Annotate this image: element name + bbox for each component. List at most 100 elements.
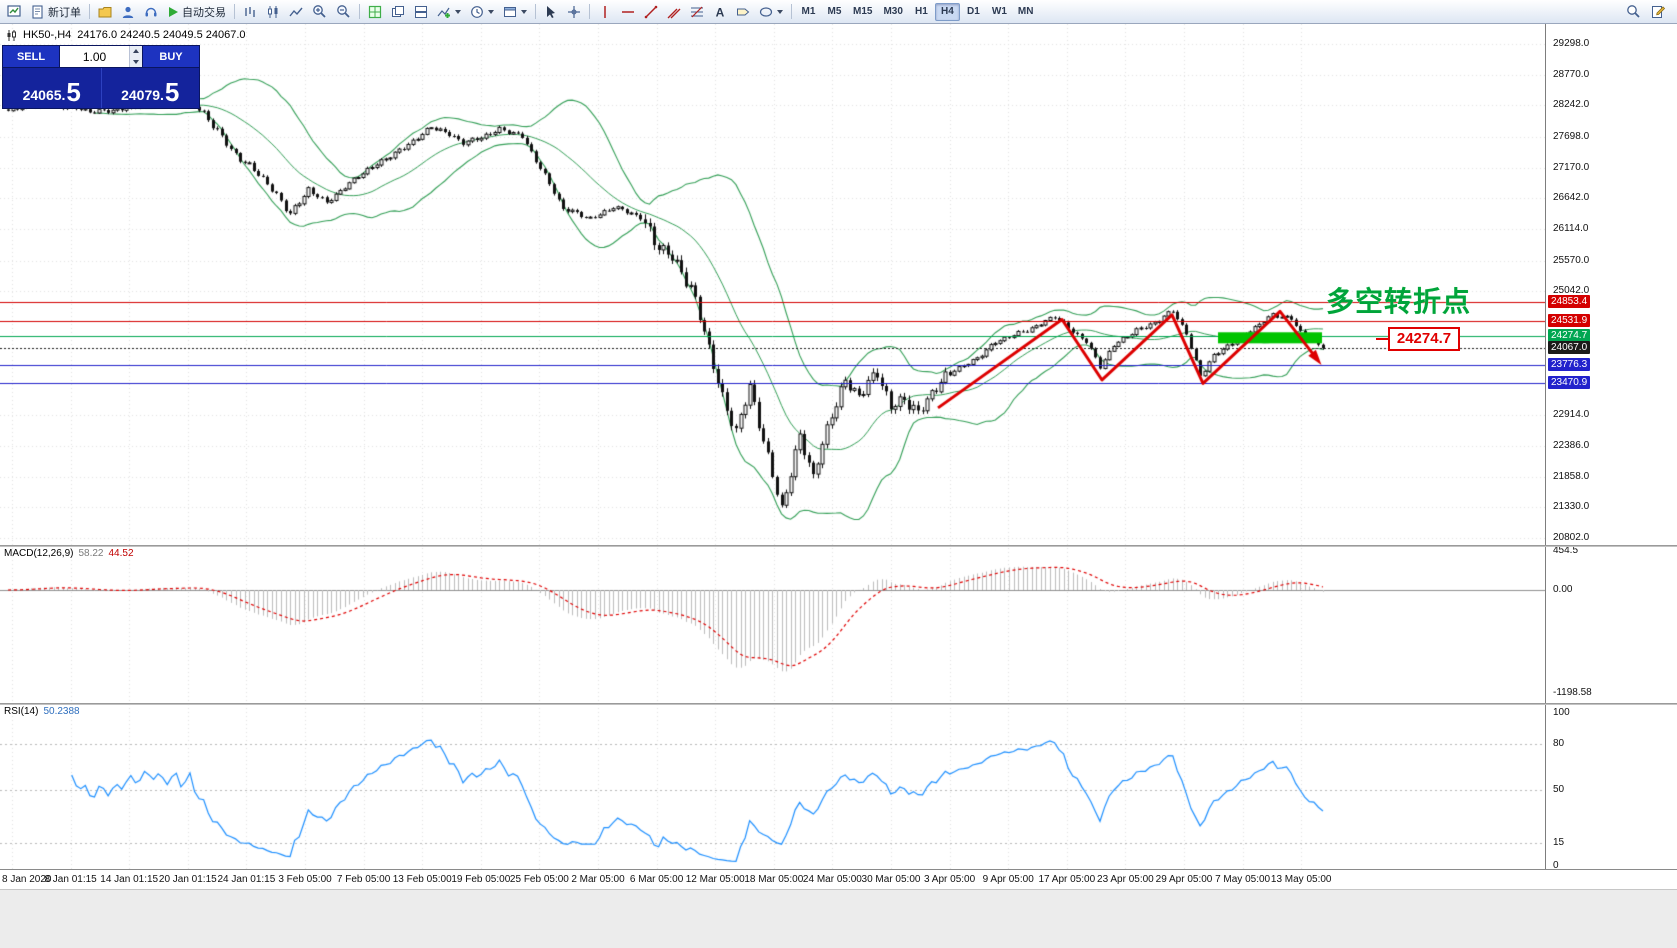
- tile-windows-button[interactable]: [364, 2, 386, 22]
- new-order-icon: [32, 4, 43, 19]
- community-button[interactable]: [117, 2, 139, 22]
- time-tick-label: 12 Mar 05:00: [685, 874, 745, 885]
- zoom-out-button[interactable]: [332, 2, 355, 22]
- volume-up-button[interactable]: [130, 46, 142, 57]
- time-tick-label: 23 Apr 05:00: [1097, 874, 1154, 885]
- toolbar-divider: [589, 4, 590, 19]
- ohlc-values: 24176.0 24240.5 24049.5 24067.0: [77, 29, 246, 41]
- pane-divider[interactable]: [0, 545, 1677, 547]
- chart-canvas[interactable]: [0, 24, 1545, 869]
- candlestick-chart-button[interactable]: [262, 2, 284, 22]
- fibonacci-icon: [691, 6, 703, 17]
- cursor-tool-button[interactable]: [540, 2, 562, 22]
- volume-input[interactable]: [60, 46, 129, 67]
- time-tick-label: 7 May 05:00: [1215, 874, 1271, 885]
- buy-price-pips: 5: [164, 76, 180, 107]
- timeframe-h4-button[interactable]: H4: [934, 2, 960, 21]
- trade-panel-price-row: 24065. 5 24079. 5: [3, 68, 199, 108]
- indicators-button[interactable]: [433, 2, 465, 22]
- line-chart-icon: [289, 7, 303, 16]
- rsi-name: RSI(14): [4, 706, 39, 717]
- pane-divider[interactable]: [0, 703, 1677, 705]
- text-tool-button[interactable]: A: [709, 2, 731, 22]
- sell-button[interactable]: SELL: [3, 46, 60, 67]
- trendline-tool-button[interactable]: [640, 2, 662, 22]
- sell-price-pips: 5: [66, 76, 81, 107]
- macd-name: MACD(12,26,9): [4, 548, 74, 559]
- time-tick-label: 8 Jan 2020: [2, 874, 52, 885]
- cascade-windows-button[interactable]: [387, 2, 409, 22]
- sell-price-button[interactable]: 24065. 5: [3, 68, 102, 108]
- support-button[interactable]: [140, 2, 162, 22]
- price-tick-label: 26114.0: [1553, 223, 1589, 235]
- timeframe-m15-button[interactable]: M15: [853, 6, 873, 17]
- price-axis[interactable]: 29298.0 28770.0 28242.0 27698.0 27170.0 26642…: [1545, 24, 1677, 871]
- horizontal-line-tool-button[interactable]: [617, 2, 639, 22]
- search-button[interactable]: [1622, 2, 1645, 22]
- price-tick-label: 27170.0: [1553, 161, 1590, 173]
- rsi-scale-label: 100: [1553, 707, 1570, 718]
- one-click-trading-panel: SELL BUY 24065. 5 24079. 5: [2, 45, 200, 109]
- time-axis[interactable]: 8 Jan 2020 8 Jan 01:15 14 Jan 01:15 20 Jan …: [0, 869, 1677, 889]
- auto-trading-button[interactable]: 自动交易: [163, 2, 230, 22]
- price-line-tag: 24531.9: [1548, 314, 1591, 328]
- new-chart-button[interactable]: [3, 2, 26, 22]
- chevron-down-icon: [521, 9, 527, 14]
- price-callout-label: 24274.7: [1376, 327, 1460, 351]
- price-tick-label: 22386.0: [1553, 439, 1590, 451]
- timeframe-w1-button[interactable]: W1: [991, 6, 1007, 17]
- line-chart-button[interactable]: [285, 2, 307, 22]
- channel-icon: [667, 8, 681, 18]
- trade-panel-top-row: SELL BUY: [3, 46, 199, 68]
- timeframe-m5-button[interactable]: M5: [827, 6, 842, 17]
- time-tick-label: 13 Feb 05:00: [392, 874, 452, 885]
- fibonacci-tool-button[interactable]: [686, 2, 708, 22]
- headset-icon: [145, 7, 157, 16]
- vertical-line-icon: [604, 5, 606, 18]
- buy-price-button[interactable]: 24079. 5: [102, 68, 200, 108]
- time-tick-label: 18 Mar 05:00: [744, 874, 804, 885]
- vertical-line-tool-button[interactable]: [594, 2, 616, 22]
- toolbar-divider: [359, 4, 360, 19]
- macd-scale-label: -1198.58: [1553, 686, 1592, 698]
- periods-button[interactable]: [466, 2, 498, 22]
- crosshair-tool-button[interactable]: [563, 2, 585, 22]
- chevron-down-icon: [455, 9, 461, 14]
- volume-down-button[interactable]: [130, 56, 142, 67]
- bar-chart-button[interactable]: [239, 2, 261, 22]
- tile-horizontal-button[interactable]: [410, 2, 432, 22]
- new-order-button[interactable]: 新订单: [27, 2, 85, 22]
- timeframe-m1-button[interactable]: M1: [801, 6, 816, 17]
- price-tick-label: 27698.0: [1553, 131, 1590, 143]
- crosshair-icon: [568, 5, 580, 18]
- time-tick-label: 8 Jan 01:15: [44, 874, 97, 885]
- macd-main-value: 58.22: [78, 548, 104, 559]
- price-tick-label: 22914.0: [1553, 409, 1590, 421]
- volume-spinners: [129, 46, 142, 67]
- label-tool-button[interactable]: [732, 2, 754, 22]
- rsi-scale-label: 80: [1553, 737, 1565, 749]
- time-tick-label: 17 Apr 05:00: [1038, 874, 1096, 885]
- price-tick-label: 21330.0: [1553, 501, 1590, 513]
- timeframe-m30-button[interactable]: M30: [883, 6, 903, 17]
- history-center-button[interactable]: [94, 2, 116, 22]
- metaeditor-button[interactable]: [1647, 2, 1670, 22]
- timeframe-h1-button[interactable]: H1: [915, 6, 928, 17]
- symbol-period-label: HK50-,H4: [23, 29, 72, 41]
- zoom-in-button[interactable]: [308, 2, 331, 22]
- buy-button[interactable]: BUY: [142, 46, 199, 67]
- toolbar: 新订单 自动交易: [0, 0, 1677, 24]
- timeframe-mn-button[interactable]: MN: [1017, 6, 1034, 17]
- channel-tool-button[interactable]: [663, 2, 685, 22]
- tile-horizontal-icon: [415, 5, 427, 18]
- timeframe-d1-button[interactable]: D1: [967, 6, 980, 17]
- price-tick-label: 21858.0: [1553, 470, 1590, 482]
- rsi-value: 50.2388: [43, 706, 80, 717]
- time-tick-label: 9 Apr 05:00: [982, 874, 1034, 885]
- templates-button[interactable]: [499, 2, 531, 22]
- time-tick-label: 14 Jan 01:15: [100, 874, 159, 885]
- bar-chart-icon: [245, 6, 255, 17]
- shapes-tool-button[interactable]: [755, 2, 787, 22]
- turning-point-annotation: 多空转折点: [1326, 286, 1472, 317]
- macd-signal-value: 44.52: [108, 548, 134, 559]
